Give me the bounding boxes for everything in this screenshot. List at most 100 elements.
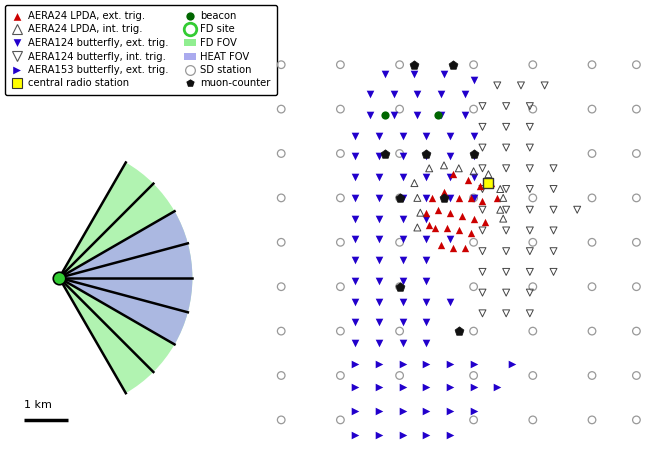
Point: [350, 384, 360, 391]
Point: [397, 257, 408, 264]
Point: [492, 82, 503, 89]
Point: [335, 150, 346, 157]
Point: [587, 372, 597, 379]
Point: [525, 102, 535, 110]
Point: [394, 194, 405, 202]
Point: [501, 102, 511, 110]
Point: [454, 328, 464, 335]
Point: [436, 242, 446, 249]
Point: [374, 407, 384, 415]
Point: [397, 173, 408, 181]
Point: [394, 283, 405, 290]
Point: [276, 194, 286, 202]
Point: [397, 153, 408, 160]
Point: [548, 206, 559, 213]
Point: [421, 431, 432, 438]
Point: [421, 277, 432, 284]
Point: [394, 194, 405, 202]
Point: [501, 123, 511, 131]
Point: [466, 230, 476, 237]
Point: [460, 111, 470, 119]
Point: [421, 132, 432, 139]
Point: [335, 194, 346, 202]
Point: [525, 310, 535, 317]
Point: [460, 245, 470, 252]
Point: [527, 283, 538, 290]
Point: [631, 61, 642, 68]
Point: [365, 91, 376, 98]
Point: [350, 257, 360, 264]
Point: [501, 144, 511, 151]
Point: [276, 372, 286, 379]
Point: [445, 236, 456, 243]
Point: [397, 132, 408, 139]
Point: [350, 277, 360, 284]
Point: [412, 224, 423, 231]
Point: [380, 150, 390, 157]
Point: [412, 91, 423, 98]
Point: [439, 194, 450, 202]
Point: [525, 248, 535, 255]
Point: [421, 257, 432, 264]
Point: [421, 150, 432, 157]
Point: [527, 239, 538, 246]
Point: [380, 111, 390, 119]
Point: [421, 318, 432, 326]
Point: [445, 173, 456, 181]
Point: [394, 106, 405, 113]
Point: [439, 162, 450, 169]
Point: [468, 384, 479, 391]
Point: [539, 82, 550, 89]
Point: [335, 328, 346, 335]
Point: [380, 70, 390, 77]
Point: [495, 185, 505, 192]
Point: [495, 206, 505, 213]
Point: [350, 431, 360, 438]
Point: [501, 310, 511, 317]
Point: [350, 298, 360, 305]
Point: [335, 61, 346, 68]
Point: [436, 91, 446, 98]
Point: [388, 91, 399, 98]
Point: [477, 289, 488, 296]
Point: [350, 360, 360, 367]
Point: [445, 132, 456, 139]
Point: [350, 339, 360, 347]
Point: [468, 372, 479, 379]
Point: [525, 185, 535, 192]
Point: [397, 215, 408, 222]
Point: [468, 328, 479, 335]
Point: [397, 407, 408, 415]
Point: [477, 144, 488, 151]
Point: [445, 209, 456, 216]
Point: [433, 206, 444, 213]
Point: [397, 277, 408, 284]
Point: [421, 173, 432, 181]
Point: [394, 239, 405, 246]
Point: [445, 431, 456, 438]
Point: [433, 111, 444, 119]
Point: [468, 194, 479, 202]
Point: [477, 227, 488, 234]
Point: [276, 61, 286, 68]
Point: [448, 245, 458, 252]
Point: [374, 298, 384, 305]
Point: [397, 339, 408, 347]
Point: [439, 70, 450, 77]
Point: [477, 123, 488, 131]
Point: [421, 360, 432, 367]
Point: [374, 277, 384, 284]
Point: [468, 153, 479, 160]
Point: [445, 298, 456, 305]
Point: [527, 106, 538, 113]
Point: [374, 132, 384, 139]
Point: [421, 215, 432, 222]
Point: [466, 194, 476, 202]
Point: [409, 70, 420, 77]
Point: [421, 209, 432, 216]
Point: [527, 416, 538, 424]
Text: 1 km: 1 km: [24, 400, 51, 410]
Point: [427, 194, 438, 202]
Point: [424, 221, 434, 228]
Point: [477, 165, 488, 172]
